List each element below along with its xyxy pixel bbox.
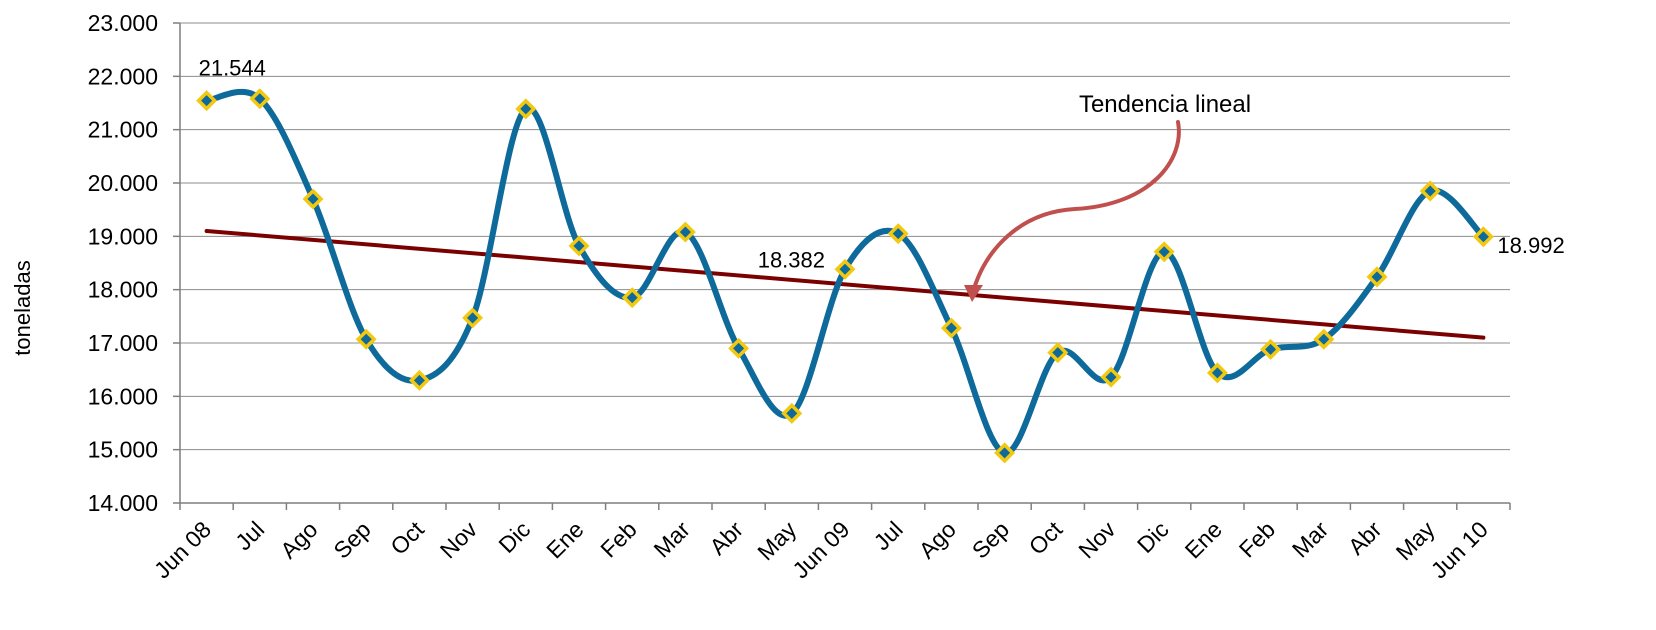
trendline xyxy=(204,229,1486,340)
data-point-marker xyxy=(515,98,537,120)
x-tick-label: Ene xyxy=(1180,516,1227,563)
x-tick-label: Feb xyxy=(1234,516,1280,562)
axes xyxy=(173,22,1511,510)
data-point-marker xyxy=(887,223,909,245)
annotation-arrow xyxy=(971,120,1181,294)
y-tick-label: 23.000 xyxy=(88,10,158,36)
data-point-marker xyxy=(462,307,484,329)
x-tick-label: Jul xyxy=(869,516,908,555)
data-point-marker xyxy=(1419,180,1441,202)
x-tick-label: Oct xyxy=(1024,516,1068,560)
y-tick-label: 21.000 xyxy=(88,117,158,143)
data-point-marker xyxy=(1366,266,1388,288)
x-tick-label: Jun 08 xyxy=(149,516,216,583)
x-tick-label: Ago xyxy=(914,516,961,563)
x-tick-label: Abr xyxy=(704,516,748,560)
data-point-marker xyxy=(1206,362,1228,384)
x-tick-label: Jun 10 xyxy=(1426,516,1493,583)
y-tick-label: 15.000 xyxy=(88,437,158,463)
x-tick-label: Nov xyxy=(1073,516,1121,564)
data-point-marker xyxy=(781,402,803,424)
data-label: 18.992 xyxy=(1497,233,1564,258)
data-point-marker xyxy=(1153,241,1175,263)
series-line xyxy=(206,88,1486,456)
x-tick-label: Ago xyxy=(275,516,322,563)
x-tick-label: Jun 09 xyxy=(787,516,854,583)
data-point-marker xyxy=(1313,328,1335,350)
series-group xyxy=(206,88,1486,456)
y-axis-title: toneladas xyxy=(10,260,35,355)
y-tick-label: 17.000 xyxy=(88,330,158,356)
x-tick-labels: Jun 08 Jul Ago Sep Oct Nov Dic Ene Feb Mar Abr MayJ… xyxy=(149,516,1493,584)
x-tick-label: Mar xyxy=(649,516,696,563)
x-tick-label: Dic xyxy=(1132,516,1174,558)
data-point-marker xyxy=(1047,342,1069,364)
y-tick-labels: 14.000 15.000 16.000 17.000 18.000 19.000 20.0… xyxy=(88,10,158,516)
annotation-group: Tendencia lineal xyxy=(964,91,1251,302)
data-point-marker xyxy=(408,369,430,391)
data-point-marker xyxy=(1472,226,1494,248)
data-point-marker xyxy=(621,287,643,309)
data-point-marker xyxy=(834,258,856,280)
y-tick-label: 18.000 xyxy=(88,277,158,303)
x-tick-label: Abr xyxy=(1343,516,1387,560)
y-tick-label: 22.000 xyxy=(88,63,158,89)
x-tick-label: Sep xyxy=(328,516,375,563)
x-tick-label: Sep xyxy=(967,516,1014,563)
data-point-marker xyxy=(994,442,1016,464)
x-tick-label: Oct xyxy=(385,516,429,560)
annotation-text: Tendencia lineal xyxy=(1079,91,1251,118)
data-point-marker xyxy=(568,235,590,257)
data-labels: 21.544 18.382 18.992 xyxy=(199,56,1565,273)
data-point-marker xyxy=(940,317,962,339)
data-point-marker xyxy=(196,90,218,112)
data-point-marker xyxy=(1260,338,1282,360)
y-tick-label: 16.000 xyxy=(88,383,158,409)
x-tick-label: Mar xyxy=(1287,516,1334,563)
gridlines xyxy=(180,22,1510,451)
data-label: 18.382 xyxy=(758,247,825,272)
x-tick-label: Feb xyxy=(595,516,641,562)
data-point-marker xyxy=(674,221,696,243)
markers-group xyxy=(196,88,1494,464)
data-point-marker xyxy=(302,188,324,210)
data-label: 21.544 xyxy=(199,56,266,81)
y-tick-label: 20.000 xyxy=(88,170,158,196)
x-tick-label: Ene xyxy=(541,516,588,563)
data-point-marker xyxy=(355,328,377,350)
data-point-marker xyxy=(1100,366,1122,388)
data-point-marker xyxy=(728,337,750,359)
data-point-marker xyxy=(249,88,271,110)
trendline-group xyxy=(204,229,1486,340)
x-tick-label: Jul xyxy=(230,516,269,555)
annotation-arrowhead xyxy=(964,285,983,302)
x-tick-label: Dic xyxy=(493,516,535,558)
y-tick-label: 14.000 xyxy=(88,490,158,516)
x-tick-label: Nov xyxy=(435,516,483,564)
y-tick-label: 19.000 xyxy=(88,223,158,249)
